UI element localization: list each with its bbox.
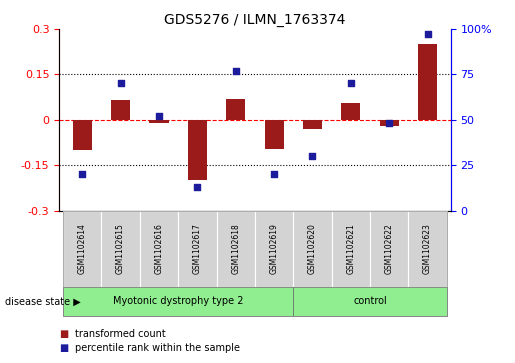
Text: GSM1102616: GSM1102616: [154, 223, 163, 274]
Point: [385, 121, 393, 126]
Point: [270, 171, 278, 177]
Text: GSM1102622: GSM1102622: [385, 223, 394, 274]
Bar: [73, 120, 92, 150]
Point: [308, 153, 317, 159]
Text: transformed count: transformed count: [75, 329, 165, 339]
Text: percentile rank within the sample: percentile rank within the sample: [75, 343, 239, 354]
Point: [232, 68, 240, 74]
Point: [423, 32, 432, 37]
Text: ■: ■: [59, 329, 68, 339]
Bar: [111, 100, 130, 120]
Text: ■: ■: [59, 343, 68, 354]
Point: [155, 113, 163, 119]
Text: GSM1102623: GSM1102623: [423, 223, 432, 274]
Bar: [380, 120, 399, 126]
Bar: [265, 120, 284, 148]
Text: GSM1102617: GSM1102617: [193, 223, 202, 274]
Bar: [341, 103, 360, 120]
Text: GSM1102615: GSM1102615: [116, 223, 125, 274]
Text: Myotonic dystrophy type 2: Myotonic dystrophy type 2: [113, 296, 244, 306]
Text: GSM1102619: GSM1102619: [270, 223, 279, 274]
Bar: [149, 120, 168, 123]
Point: [193, 184, 201, 190]
Point: [78, 171, 87, 177]
Bar: [188, 120, 207, 180]
Bar: [418, 44, 437, 120]
Text: disease state ▶: disease state ▶: [5, 296, 81, 306]
Bar: [226, 99, 245, 120]
Text: GSM1102614: GSM1102614: [78, 223, 87, 274]
Text: control: control: [353, 296, 387, 306]
Text: GSM1102618: GSM1102618: [231, 223, 240, 274]
Title: GDS5276 / ILMN_1763374: GDS5276 / ILMN_1763374: [164, 13, 346, 26]
Bar: [303, 120, 322, 129]
Point: [347, 81, 355, 86]
Text: GSM1102621: GSM1102621: [347, 223, 355, 274]
Point: [116, 81, 125, 86]
Text: GSM1102620: GSM1102620: [308, 223, 317, 274]
